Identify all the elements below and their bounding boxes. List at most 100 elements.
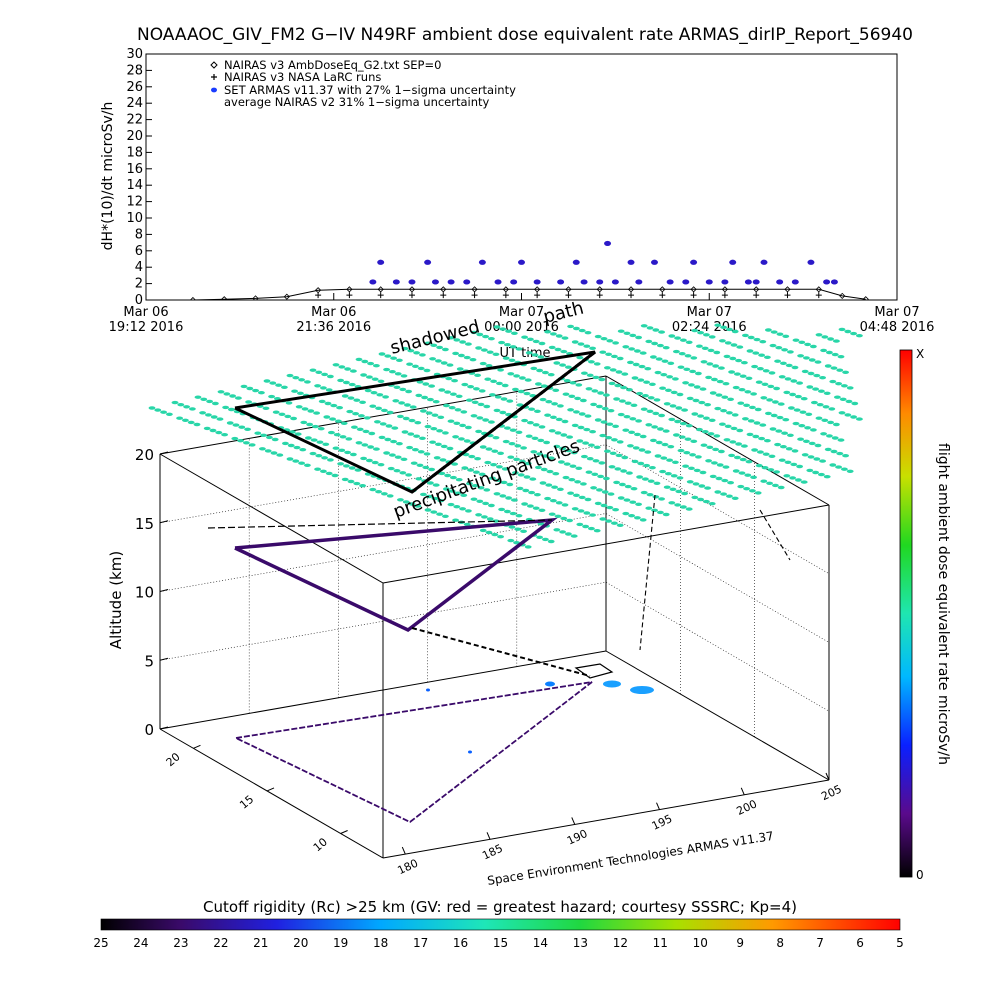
shadow-grid-cell — [508, 442, 516, 446]
nairas-diamond-point — [839, 292, 846, 299]
top-y-tick-label: 28 — [126, 63, 143, 78]
shadow-grid-cell — [731, 329, 739, 334]
dose-colorbar-top-label: X — [916, 347, 924, 361]
top-x-tick-date: Mar 07 — [687, 305, 732, 320]
shadow-grid-cell — [223, 392, 231, 396]
shadow-grid-cell — [442, 347, 449, 352]
shadow-grid-cell — [532, 506, 540, 510]
wall-projection-track — [639, 494, 656, 651]
cutoff-tick-label: 13 — [573, 936, 588, 950]
shadow-grid-cell — [760, 396, 768, 400]
cutoff-colorbar — [100, 918, 901, 931]
shadow-grid-cell — [435, 442, 442, 446]
credit-label: Space Environment Technologies ARMAS v11… — [486, 829, 774, 888]
shadow-grid-cell — [451, 462, 458, 466]
shadow-grid-cell — [565, 365, 572, 369]
shadow-grid-cell — [516, 403, 524, 407]
shadow-grid-cell — [792, 421, 800, 426]
shadow-grid-cell — [752, 434, 760, 439]
shadow-grid-cell — [822, 405, 830, 409]
shadow-grid-cell — [634, 349, 641, 353]
armas-dose-point — [510, 279, 518, 285]
shadow-grid-cell — [471, 400, 479, 404]
shadow-grid-cell — [478, 472, 486, 476]
shadow-grid-cell — [571, 423, 579, 428]
shadow-grid-cell — [492, 352, 500, 356]
nairas-larc-plus-point — [440, 292, 447, 299]
shadow-grid-cell — [504, 343, 511, 347]
nairas-diamond-point — [534, 286, 541, 293]
altitude-tick — [159, 657, 169, 661]
shadow-grid-cell — [720, 409, 727, 413]
flight-path — [207, 350, 791, 824]
shadow-grid-cell — [521, 418, 528, 423]
shadow-grid-cell — [432, 400, 440, 404]
shadow-grid-cell — [682, 381, 689, 385]
shadow-grid-cell — [484, 460, 492, 465]
shadow-grid-cell — [338, 448, 346, 452]
shadow-grid-cell — [435, 359, 442, 363]
top-legend: NAIRAS v3 AmbDoseEq_G2.txt SEP=0 NAIRAS … — [210, 58, 516, 109]
nairas-diamond-point — [252, 295, 259, 300]
shadow-grid-cell — [545, 483, 553, 487]
shadow-grid-cell — [783, 474, 791, 478]
shadow-grid-cell — [375, 406, 382, 410]
shadow-grid-cell — [838, 327, 846, 332]
shadow-grid-cell — [474, 373, 481, 377]
shadow-grid-cell — [598, 461, 606, 465]
shadow-grid-cell — [542, 454, 549, 458]
legend-plus-marker — [211, 74, 217, 80]
shadow-grid-cell — [697, 331, 704, 335]
shadow-grid-cell — [493, 325, 501, 329]
shadow-grid-cell — [471, 484, 479, 488]
shadow-grid-cell — [470, 330, 478, 335]
shadow-grid-cell — [726, 327, 733, 332]
shadow-grid-cell — [272, 410, 280, 414]
shadow-grid-cell — [333, 433, 341, 437]
shadow-grid-cell — [765, 328, 772, 332]
shadow-grid-cell — [561, 503, 569, 507]
nairas-larc-plus-point — [596, 292, 603, 299]
shadow-grid-cell — [553, 528, 561, 532]
shadow-grid-cell — [286, 373, 294, 378]
shadow-grid-cell — [237, 439, 245, 443]
shadow-grid-cell — [590, 402, 597, 407]
shadow-grid-cell — [325, 388, 333, 392]
shadow-grid-cell — [569, 381, 577, 385]
shadow-grid-cell — [674, 503, 681, 507]
shadow-grid-cell — [823, 391, 831, 395]
shadow-grid-cell — [781, 431, 788, 435]
shadow-grid-cell — [727, 481, 734, 485]
shadow-grid-cell — [298, 461, 305, 465]
shadow-grid-cell — [429, 357, 436, 361]
shadow-grid-cell — [244, 427, 252, 431]
shadow-grid-cell — [720, 325, 727, 329]
shadow-grid-cell — [567, 408, 574, 412]
shadow-grid-cell — [444, 390, 451, 394]
shadow-grid-cell — [452, 435, 459, 439]
altitude-ticks: 0 5 10 15 20 — [135, 446, 169, 739]
shadow-grid-cell — [536, 535, 543, 539]
shadow-grid-cell — [492, 519, 500, 523]
shadow-grid-cell — [454, 491, 462, 495]
cutoff-tick-label: 24 — [133, 936, 148, 950]
shadow-grid-cell — [672, 377, 679, 381]
shadow-grid-cell — [578, 412, 586, 416]
shadow-grid-cell — [658, 413, 665, 418]
shadow-grid-cell — [539, 397, 547, 402]
shadow-grid-cell — [714, 490, 722, 494]
shadow-grid-cell — [739, 374, 747, 378]
shadow-grid-cell — [690, 356, 698, 360]
shadow-grid-cell — [674, 419, 681, 424]
cutoff-ticks: 25 24 23 22 21 20 19 18 17 16 15 14 13 12 11 10 9 8 7 6 5 — [93, 936, 903, 950]
shadow-grid-cell — [397, 414, 404, 419]
shadow-grid-cell — [538, 341, 546, 346]
shadow-grid-cell — [842, 370, 849, 374]
shadow-grid-cell — [528, 490, 535, 495]
shadow-grid-cell — [613, 397, 620, 401]
shadow-grid-cell — [647, 396, 655, 400]
shadow-grid-cell — [466, 481, 473, 486]
shadow-grid-cell — [668, 334, 676, 338]
shadowed-flight-track-return — [411, 350, 596, 494]
shadow-grid-cell — [378, 352, 386, 356]
